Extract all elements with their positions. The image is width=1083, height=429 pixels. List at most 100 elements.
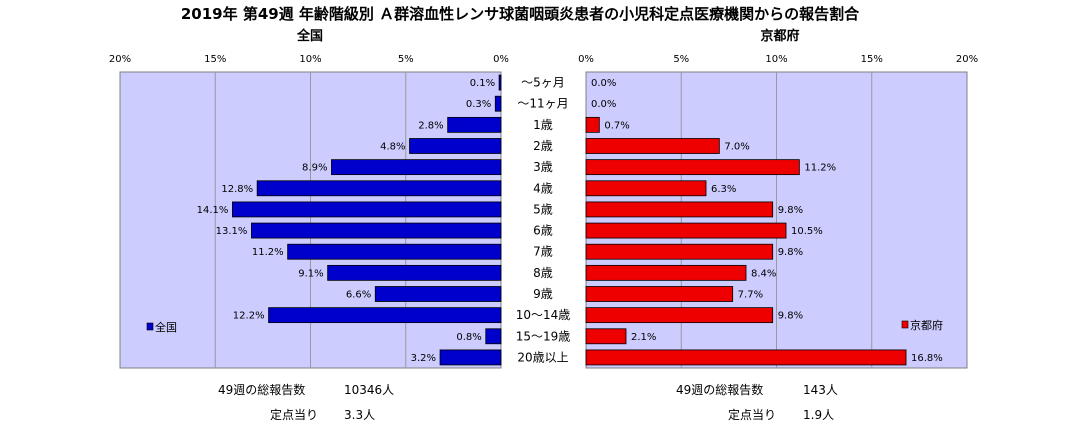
category-label: 3歳	[533, 160, 553, 174]
legend-right-swatch	[901, 320, 909, 329]
legend-left-label: 全国	[155, 320, 177, 334]
category-label: 8歳	[533, 266, 553, 280]
left-data-label: 8.9%	[302, 163, 327, 174]
right-bar	[585, 159, 800, 176]
footer-right-total-label: 49週の総報告数	[676, 382, 763, 397]
right-data-label: 0.7%	[604, 120, 629, 131]
left-panel-title: 全国	[296, 28, 323, 44]
left-bar	[327, 264, 502, 281]
right-data-label: 2.1%	[631, 332, 656, 343]
right-data-label: 9.8%	[778, 205, 803, 216]
footer-left: 49週の総報告数 10346人 定点当り 3.3人	[218, 382, 394, 422]
right-tick-label: 20%	[956, 54, 978, 65]
footer-right-per-value: 1.9人	[803, 408, 834, 422]
category-label: 〜11ヶ月	[517, 97, 568, 111]
category-label: 1歳	[533, 118, 553, 132]
right-data-label: 11.2%	[804, 163, 836, 174]
left-tick-label: 0%	[493, 54, 509, 65]
category-label: 15〜19歳	[516, 329, 571, 343]
footer-left-per-value: 3.3人	[344, 408, 375, 422]
left-data-label: 11.2%	[252, 247, 284, 258]
left-data-label: 0.8%	[456, 332, 481, 343]
category-label: 〜5ヶ月	[521, 76, 565, 90]
footer-left-per-label: 定点当り	[270, 407, 318, 422]
right-data-label: 9.8%	[778, 311, 803, 322]
left-data-label: 6.6%	[346, 290, 371, 301]
left-bar	[231, 201, 502, 218]
left-bar	[447, 116, 502, 133]
left-bar	[331, 159, 502, 176]
right-panel-title: 京都府	[760, 28, 799, 44]
category-labels: 〜5ヶ月〜11ヶ月 1歳 2歳 3歳 4歳 5歳 6歳 7歳 8歳 9歳 10〜14歳 15〜19歳 2…	[516, 76, 571, 365]
left-bar	[494, 95, 502, 112]
category-label: 10〜14歳	[516, 308, 571, 322]
footer-right: 49週の総報告数 143人 定点当り 1.9人	[676, 382, 838, 422]
right-bar	[585, 328, 627, 345]
left-data-label: 4.8%	[380, 142, 405, 153]
right-data-label: 6.3%	[711, 184, 736, 195]
legend-right-label: 京都府	[910, 318, 943, 332]
right-bar	[585, 243, 774, 260]
right-bar	[585, 264, 747, 281]
right-data-label: 0.0%	[591, 99, 616, 110]
right-bar	[585, 222, 787, 239]
category-label: 6歳	[533, 224, 553, 238]
right-bar	[585, 307, 774, 324]
footer-left-total-value: 10346人	[344, 383, 394, 397]
legend-right: 京都府	[901, 318, 943, 332]
category-label: 4歳	[533, 181, 553, 195]
left-axis-ticks: 20% 15% 10% 5% 0%	[109, 54, 509, 65]
right-bars: 0.0%0.0%0.7%7.0%11.2%6.3%9.8%10.5%9.8%8.…	[585, 78, 943, 366]
footer-right-per-label: 定点当り	[728, 407, 776, 422]
left-bars: 0.1% 0.3% 2.8% 4.8% 8.9% 12.8% 14.1% 13.1% 11.2%…	[197, 74, 502, 366]
left-data-label: 2.8%	[418, 120, 443, 131]
right-bar	[585, 349, 907, 366]
left-tick-label: 20%	[109, 54, 131, 65]
left-bar	[374, 286, 502, 302]
left-bar	[251, 222, 502, 239]
right-bar	[585, 138, 720, 154]
right-tick-label: 0%	[578, 54, 594, 65]
left-bar	[409, 138, 502, 154]
right-data-label: 16.8%	[911, 353, 943, 364]
left-bar	[256, 180, 502, 197]
left-bar	[268, 307, 502, 324]
left-bar	[485, 328, 502, 345]
left-data-label: 13.1%	[216, 226, 248, 237]
category-label: 7歳	[533, 245, 553, 259]
legend-left-swatch	[146, 322, 154, 331]
right-tick-label: 5%	[673, 54, 689, 65]
right-data-label: 0.0%	[591, 78, 616, 89]
left-bar	[439, 349, 502, 366]
right-data-label: 8.4%	[751, 268, 776, 279]
left-data-label: 3.2%	[411, 353, 436, 364]
right-data-label: 10.5%	[791, 226, 823, 237]
left-data-label: 0.3%	[466, 99, 491, 110]
right-tick-label: 10%	[765, 54, 787, 65]
left-tick-label: 10%	[299, 54, 321, 65]
left-bar	[498, 74, 502, 91]
left-tick-label: 5%	[398, 54, 414, 65]
right-tick-label: 15%	[861, 54, 883, 65]
category-label: 5歳	[533, 202, 553, 216]
category-label: 9歳	[533, 287, 553, 301]
right-bar	[585, 286, 734, 302]
right-bar	[585, 201, 774, 218]
right-axis-ticks: 0% 5% 10% 15% 20%	[578, 54, 978, 65]
left-data-label: 12.2%	[233, 311, 265, 322]
left-tick-label: 15%	[204, 54, 226, 65]
footer-right-total-value: 143人	[803, 383, 838, 397]
left-data-label: 12.8%	[221, 184, 253, 195]
right-bar	[585, 180, 707, 197]
left-data-label: 9.1%	[298, 268, 323, 279]
chart-title: 2019年 第49週 年齢階級別 Ａ群溶血性レンサ球菌咽頭炎患者の小児科定点医療…	[181, 5, 860, 23]
left-data-label: 0.1%	[470, 78, 495, 89]
footer-left-total-label: 49週の総報告数	[218, 382, 305, 397]
right-data-label: 7.0%	[724, 142, 749, 153]
legend-left: 全国	[146, 320, 177, 334]
category-label: 2歳	[533, 139, 553, 153]
right-data-label: 9.8%	[778, 247, 803, 258]
right-bar	[585, 116, 600, 133]
left-bar	[287, 243, 502, 260]
